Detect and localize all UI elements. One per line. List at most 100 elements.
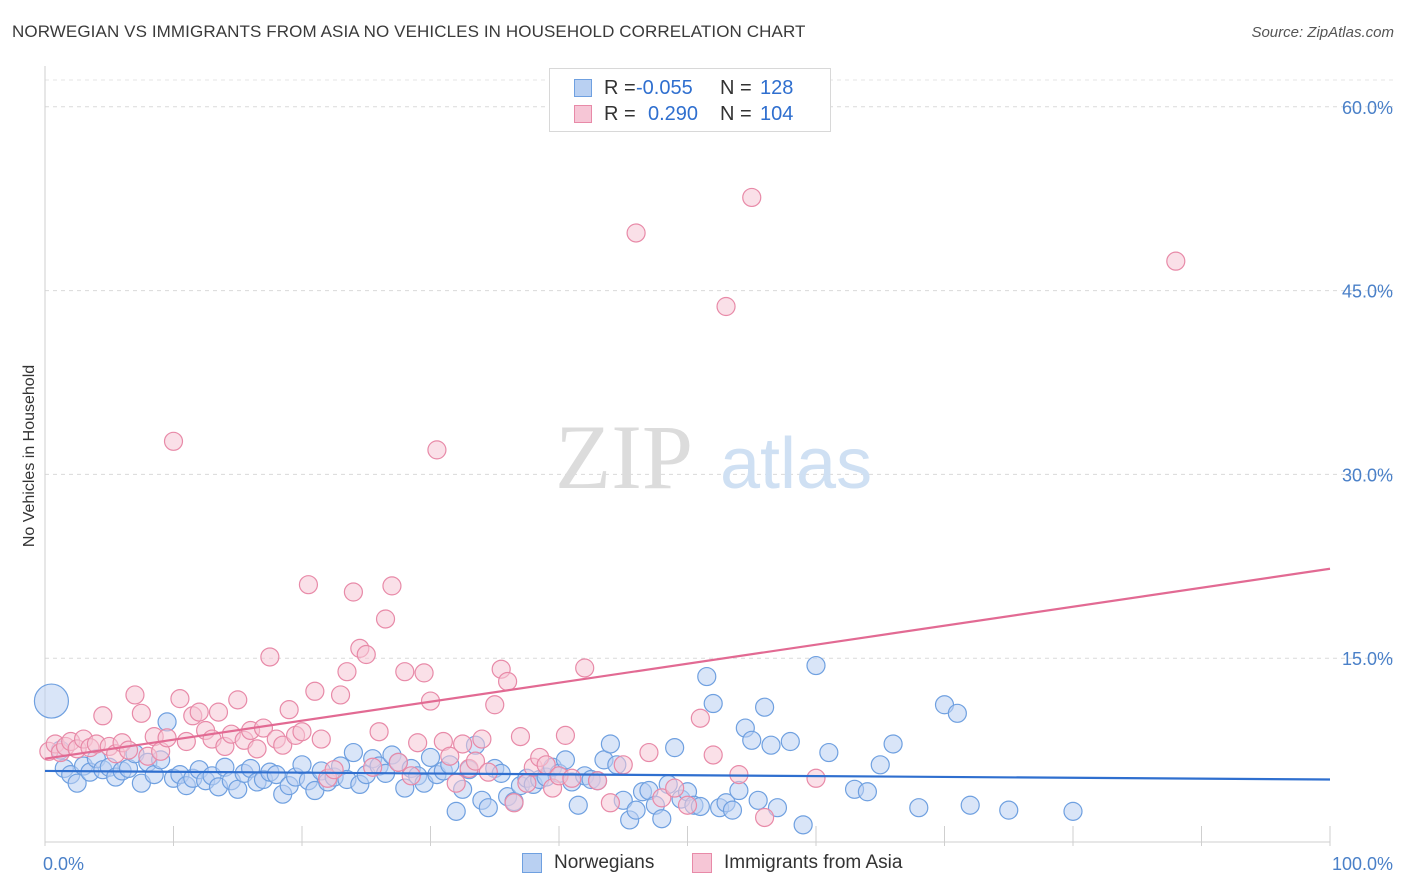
point-asia: [189, 702, 209, 722]
point-norwegians: [420, 747, 441, 768]
point-asia: [472, 729, 492, 749]
legend-swatch-asia: [692, 853, 712, 873]
point-asia: [395, 662, 415, 682]
point-asia: [260, 647, 280, 667]
tick-labels: 15.0% 30.0% 45.0% 60.0% 0.0% 100.0%: [43, 98, 1393, 874]
point-asia: [273, 735, 293, 755]
legend-row-asia: R = 0.290 N = 104: [574, 101, 793, 127]
point-asia: [677, 795, 698, 815]
point-asia: [613, 755, 633, 775]
point-norwegians: [960, 795, 980, 815]
chart-title: NORWEGIAN VS IMMIGRANTS FROM ASIA NO VEH…: [12, 22, 806, 41]
point-asia: [510, 727, 531, 747]
point-asia: [208, 702, 229, 722]
point-norwegians: [555, 750, 576, 770]
point-asia: [247, 739, 267, 759]
trend-lines: [44, 567, 1331, 781]
point-asia: [562, 768, 582, 788]
point-asia: [305, 681, 325, 701]
point-norwegians: [780, 731, 800, 752]
point-asia: [176, 731, 196, 752]
point-asia: [478, 762, 498, 782]
point-norwegians: [819, 742, 839, 763]
series-legend: Norwegians Immigrants from Asia: [0, 852, 1406, 878]
point-asia: [228, 690, 248, 710]
point-norwegians: [883, 734, 903, 754]
point-asia: [517, 773, 537, 793]
point-norwegians: [266, 765, 286, 785]
point-asia: [408, 733, 428, 753]
point-asia: [504, 793, 524, 813]
point-norwegians: [754, 697, 775, 717]
data-points: [33, 187, 1186, 835]
point-asia: [742, 187, 762, 208]
point-norwegians: [67, 773, 87, 793]
legend-item-asia: Immigrants from Asia: [692, 852, 902, 874]
point-asia: [298, 575, 319, 595]
point-asia: [382, 576, 402, 596]
point-asia: [279, 700, 299, 720]
legend-item-norwegians: Norwegians: [522, 852, 654, 874]
point-asia: [575, 658, 595, 678]
grid-lines: [45, 79, 1395, 659]
point-asia: [414, 663, 434, 683]
legend-swatch-norwegians: [522, 853, 542, 873]
point-norwegians: [478, 798, 498, 818]
y-tick-label: 15.0%: [1342, 649, 1393, 669]
point-asia: [93, 706, 113, 726]
point-asia: [324, 760, 344, 780]
point-norwegians: [857, 782, 878, 802]
point-norwegians: [697, 666, 717, 687]
point-norwegians: [228, 779, 248, 799]
point-asia: [806, 768, 826, 788]
point-norwegians: [343, 742, 363, 763]
point-asia: [330, 685, 351, 705]
point-asia: [716, 296, 736, 317]
legend-swatch-asia: [574, 105, 592, 123]
point-asia: [703, 745, 723, 765]
point-asia: [485, 695, 505, 715]
n-label: N =: [720, 76, 752, 99]
point-asia: [388, 752, 408, 772]
y-axis-label: No Vehicles in Household: [21, 365, 38, 547]
trend-line-asia: [44, 567, 1331, 760]
point-asia: [690, 708, 710, 728]
point-asia: [292, 722, 312, 742]
legend-label-norwegians: Norwegians: [554, 852, 655, 873]
r-value: 0.290: [648, 102, 699, 125]
point-norwegians: [1063, 801, 1083, 821]
point-asia: [427, 440, 447, 460]
point-norwegians: [909, 798, 929, 818]
n-value: 104: [760, 102, 794, 125]
n-label: N =: [720, 102, 752, 125]
point-asia: [453, 734, 473, 754]
point-norwegians: [767, 798, 788, 818]
point-norwegians: [157, 712, 177, 732]
point-asia: [157, 728, 177, 748]
point-asia: [170, 689, 190, 709]
point-asia: [498, 671, 518, 692]
r-value: -0.055: [636, 76, 693, 99]
source-credit: Source: ZipAtlas.com: [1251, 24, 1394, 41]
point-norwegians: [999, 800, 1019, 820]
point-norwegians: [568, 795, 588, 815]
point-asia: [131, 703, 151, 723]
correlation-legend: R = -0.055 N = 128 R = 0.290 N = 104: [549, 68, 831, 132]
point-norwegians: [446, 801, 466, 821]
trend-line-norwegians: [44, 769, 1331, 781]
point-norwegians: [748, 790, 768, 810]
point-norwegians: [947, 703, 967, 723]
point-asia: [652, 788, 672, 808]
point-norwegians: [761, 735, 781, 755]
point-norwegians: [870, 755, 890, 775]
point-asia: [311, 729, 331, 749]
point-asia: [375, 609, 396, 629]
point-norwegians: [722, 800, 743, 820]
x-tick-label: 100.0%: [1332, 854, 1393, 874]
point-asia: [446, 773, 466, 793]
point-norwegians: [665, 738, 685, 758]
point-asia: [125, 685, 145, 705]
point-asia: [163, 431, 184, 451]
axes: [44, 66, 1331, 846]
